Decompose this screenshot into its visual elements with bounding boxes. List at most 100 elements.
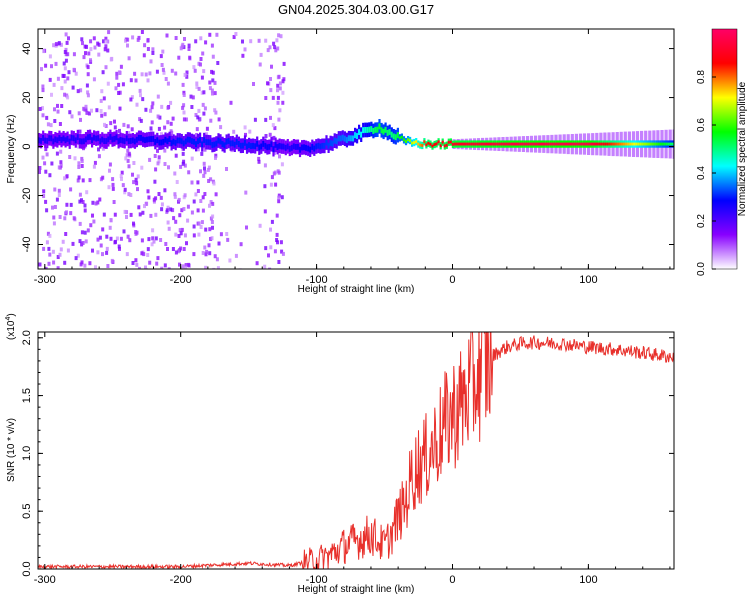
spectrogram-cell [244, 132, 247, 137]
spectrogram-cell [437, 140, 440, 144]
spectrogram-cell [89, 134, 92, 140]
spectrogram-cell [92, 164, 96, 169]
x-tick-label: -100 [306, 274, 328, 286]
spectrogram-cell [161, 67, 165, 72]
spectrogram-cell [93, 45, 97, 50]
spectrogram-cell [566, 142, 569, 146]
spectrogram-cell [82, 138, 85, 145]
spectrogram-cell [271, 95, 275, 100]
spectrogram-cell [78, 199, 82, 204]
spectrogram-cell [195, 85, 199, 89]
y-tick-label: 1.5 [21, 388, 33, 403]
spectrogram-cell [101, 227, 105, 232]
spectrogram-cell [274, 182, 278, 187]
spectrogram-cell [77, 165, 81, 169]
spectrogram-cell [111, 186, 115, 191]
spectrogram-cell [208, 86, 212, 91]
spectrogram-cell [190, 105, 194, 109]
spectrogram-cell [182, 159, 186, 164]
spectrogram-cell [100, 113, 104, 118]
colorbar-label: Normalized spectral amplitude [737, 81, 748, 216]
spectrogram-cell [281, 100, 285, 105]
spectrogram-cell [551, 142, 554, 146]
spectrogram-cell [279, 240, 283, 245]
spectrogram-cell [187, 43, 191, 48]
spectrogram-cell [449, 140, 452, 144]
spectrogram-cell [244, 190, 248, 195]
spectrogram-cell [118, 90, 122, 95]
spectrogram-cell [46, 231, 50, 236]
spectrogram-cell [53, 119, 57, 123]
spectrogram-cell [276, 240, 279, 245]
spectrogram-cell [101, 136, 104, 143]
spectrogram-cell [199, 36, 203, 41]
spectrogram-cell [38, 170, 41, 174]
spectrogram-cell [74, 256, 78, 261]
spectrogram-cell [104, 65, 108, 70]
spectrogram-cell [172, 216, 176, 221]
spectrogram-cell [207, 165, 211, 170]
spectrogram-cell [181, 82, 185, 87]
spectrogram-cell [347, 135, 350, 142]
spectrogram-cell [201, 141, 204, 148]
spectrogram-cell [144, 137, 147, 144]
spectrogram-cell [269, 115, 272, 120]
spectrogram-cell [425, 143, 428, 147]
spectrogram-cell [582, 142, 585, 146]
spectrogram-cell [103, 112, 107, 117]
spectrogram-cell [94, 201, 98, 206]
spectrogram-cell [196, 208, 200, 213]
spectrogram-cell [182, 93, 186, 97]
spectrogram-cell [90, 108, 93, 113]
spectrogram-cell [255, 261, 259, 266]
spectrogram-cell [400, 135, 403, 139]
spectrogram-cell [85, 110, 89, 115]
spectrogram-cell [177, 234, 181, 238]
spectrogram-cell [183, 233, 187, 238]
spectrogram-cell [135, 102, 139, 107]
spectrogram-cell [188, 136, 191, 143]
spectrogram-cell [72, 67, 76, 72]
spectrogram-cell [663, 142, 666, 146]
spectrogram-cell [95, 108, 99, 113]
spectrogram-cell [517, 142, 520, 146]
spectrogram-cell [81, 178, 85, 183]
spectrogram-cell [67, 36, 70, 41]
spectrogram-cell [154, 236, 158, 241]
spectrogram-cell [112, 200, 116, 204]
spectrogram-cell [64, 47, 68, 52]
spectrogram-cell [123, 187, 127, 192]
spectrogram-cell [279, 34, 283, 39]
spectrogram-cell [149, 108, 153, 113]
colorbar-gradient [711, 28, 738, 270]
spectrogram-cell [77, 161, 81, 166]
spectrogram-cell [311, 144, 314, 150]
spectrogram-cell [166, 220, 170, 225]
spectrogram-cell [269, 77, 272, 81]
spectrogram-cell [488, 142, 491, 146]
spectrogram-cell [42, 246, 46, 251]
spectrogram-cell [130, 95, 134, 100]
spectrogram-cell [329, 140, 332, 146]
snr-x-label: Height of straight line (km) [298, 584, 415, 595]
spectrogram-cell [111, 182, 115, 187]
spectrogram-cell [118, 106, 122, 111]
spectrogram-cell [146, 47, 150, 51]
spectrogram-cell [435, 142, 438, 146]
spectrogram-cell [204, 40, 208, 45]
spectrogram-cell [227, 138, 230, 144]
spectrogram-cell [266, 81, 269, 86]
spectrogram-cell [70, 134, 73, 141]
spectrogram-cell [58, 135, 61, 141]
spectrogram-cell [263, 264, 267, 269]
spectrogram-cell [193, 68, 197, 73]
spectrogram-cell [362, 127, 365, 134]
y-tick-label: 40 [21, 42, 33, 54]
spectrogram-cell [62, 135, 65, 142]
spectrogram-cell [235, 139, 238, 145]
spectrogram-cell [523, 142, 526, 146]
spectrogram-cell [182, 45, 186, 50]
spectrogram-cell [189, 94, 193, 99]
spectrogram-cell [213, 254, 217, 259]
spectrogram-cell [245, 143, 249, 150]
